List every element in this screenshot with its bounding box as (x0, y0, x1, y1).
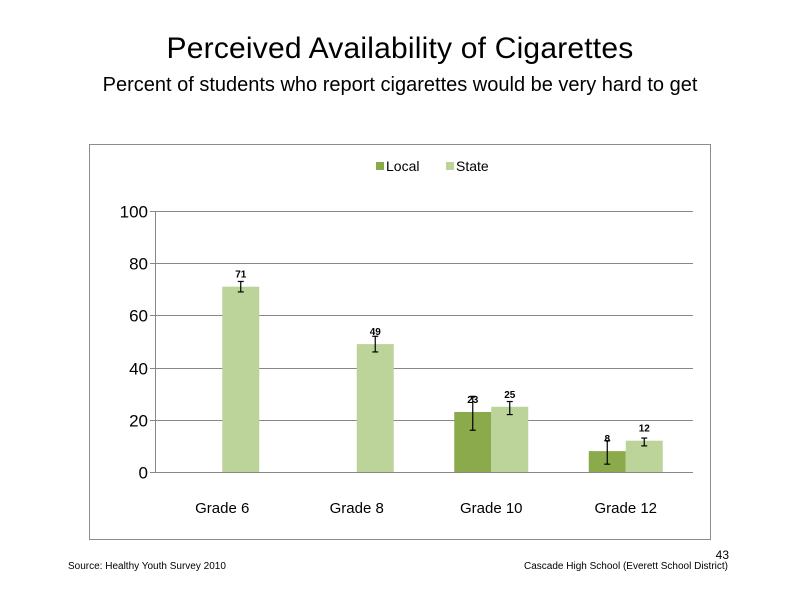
error-bar (604, 440, 611, 465)
school-name: Cascade High School (Everett School Dist… (524, 561, 728, 572)
x-tick-label: Grade 8 (330, 500, 384, 517)
error-bar (237, 280, 244, 293)
legend-label: Local (386, 158, 419, 174)
data-label: 8 (604, 434, 610, 445)
data-label: 71 (235, 270, 247, 281)
data-label: 23 (467, 395, 479, 406)
bars (222, 286, 663, 472)
y-tick-label: 40 (129, 360, 148, 379)
legend-swatch (446, 162, 454, 170)
slide-title: Perceived Availability of Cigarettes (166, 32, 634, 65)
y-tick-label: 100 (120, 203, 148, 222)
y-tick-label: 0 (139, 464, 148, 483)
source-note: Source: Healthy Youth Survey 2010 (68, 561, 226, 572)
legend-item-state: State (446, 158, 489, 174)
error-bar (372, 335, 379, 353)
bar-state-grade-10 (491, 406, 529, 472)
bar-state-grade-8 (356, 344, 394, 472)
y-tick-label: 60 (129, 307, 148, 326)
data-label: 12 (639, 424, 651, 435)
legend-label: State (456, 158, 489, 174)
error-bars (237, 280, 648, 465)
legend-item-local: Local (376, 158, 419, 174)
error-bar (641, 437, 648, 447)
x-tick-label: Grade 10 (460, 500, 523, 517)
legend-swatch (376, 162, 384, 170)
y-tick-label: 20 (129, 412, 148, 431)
data-labels: 71 49 23 25 8 12 (235, 270, 650, 445)
bar-state-grade-6 (222, 286, 260, 472)
error-bar (469, 395, 476, 431)
y-axis: 0 20 40 60 80 100 (120, 203, 156, 483)
x-tick-label: Grade 6 (195, 500, 249, 517)
slide-subtitle: Percent of students who report cigarette… (102, 74, 698, 96)
data-label: 49 (370, 327, 382, 338)
x-tick-label: Grade 12 (594, 500, 657, 517)
legend: Local State (376, 158, 489, 174)
page-number: 43 (715, 548, 729, 562)
data-label: 25 (504, 390, 516, 401)
chart-frame (89, 144, 711, 540)
x-axis: Grade 6 Grade 8 Grade 10 Grade 12 (155, 472, 693, 517)
error-bar (506, 400, 513, 416)
y-tick-label: 80 (129, 255, 148, 274)
